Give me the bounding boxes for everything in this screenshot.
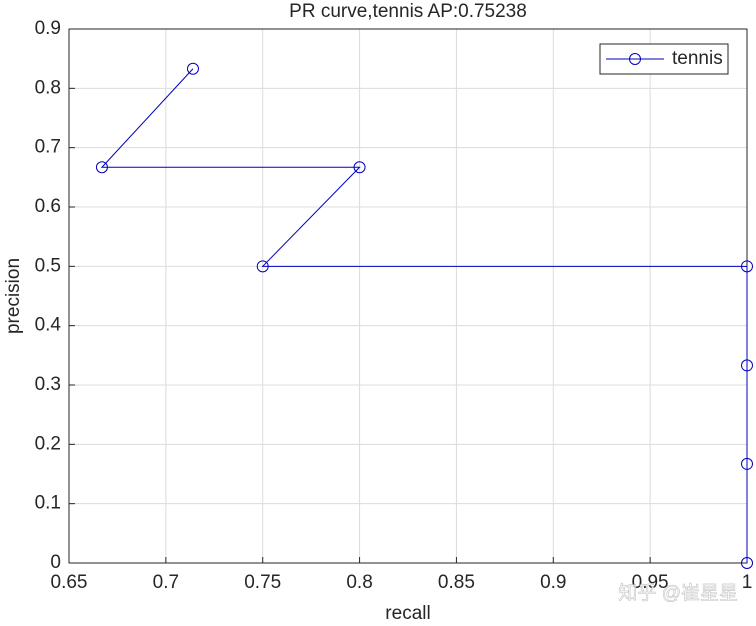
y-tick-label: 0.3 xyxy=(35,374,61,395)
x-tick-label: 0.75 xyxy=(244,572,281,593)
point-marker xyxy=(186,62,199,75)
x-axis-label: recall xyxy=(385,603,430,624)
x-tick-label: 0.65 xyxy=(51,572,88,593)
watermark: 知乎 @崔星星 xyxy=(618,582,738,604)
x-tick-label: 0.8 xyxy=(346,572,372,593)
point-marker xyxy=(353,161,366,174)
y-axis-label: precision xyxy=(3,258,24,334)
x-tick-label: 1 xyxy=(742,572,753,593)
x-tick-label: 0.85 xyxy=(438,572,475,593)
point-marker xyxy=(741,359,753,372)
x-tick-label: 0.9 xyxy=(540,572,566,593)
y-tick-label: 0.6 xyxy=(35,196,61,217)
y-tick-label: 0.1 xyxy=(35,493,61,514)
y-tick-label: 0.9 xyxy=(35,18,61,39)
point-marker xyxy=(95,161,108,174)
series-line xyxy=(100,68,748,563)
x-tick-label: 0.95 xyxy=(632,572,669,593)
legend-label: tennis xyxy=(672,48,723,69)
y-tick-label: 0.2 xyxy=(35,433,61,454)
x-tick-label: 0.7 xyxy=(153,572,179,593)
legend-marker xyxy=(629,53,641,65)
y-tick-label: 0 xyxy=(50,552,61,573)
point-marker xyxy=(741,260,753,273)
chart-title: PR curve,tennis AP:0.75238 xyxy=(289,1,527,22)
point-marker xyxy=(256,260,269,273)
y-tick-label: 0.8 xyxy=(35,77,61,98)
plot-frame xyxy=(68,28,748,564)
y-tick-label: 0.5 xyxy=(35,255,61,276)
point-marker xyxy=(741,557,753,569)
y-tick-label: 0.4 xyxy=(35,315,62,336)
point-marker xyxy=(741,457,753,470)
y-tick-label: 0.7 xyxy=(35,137,61,158)
